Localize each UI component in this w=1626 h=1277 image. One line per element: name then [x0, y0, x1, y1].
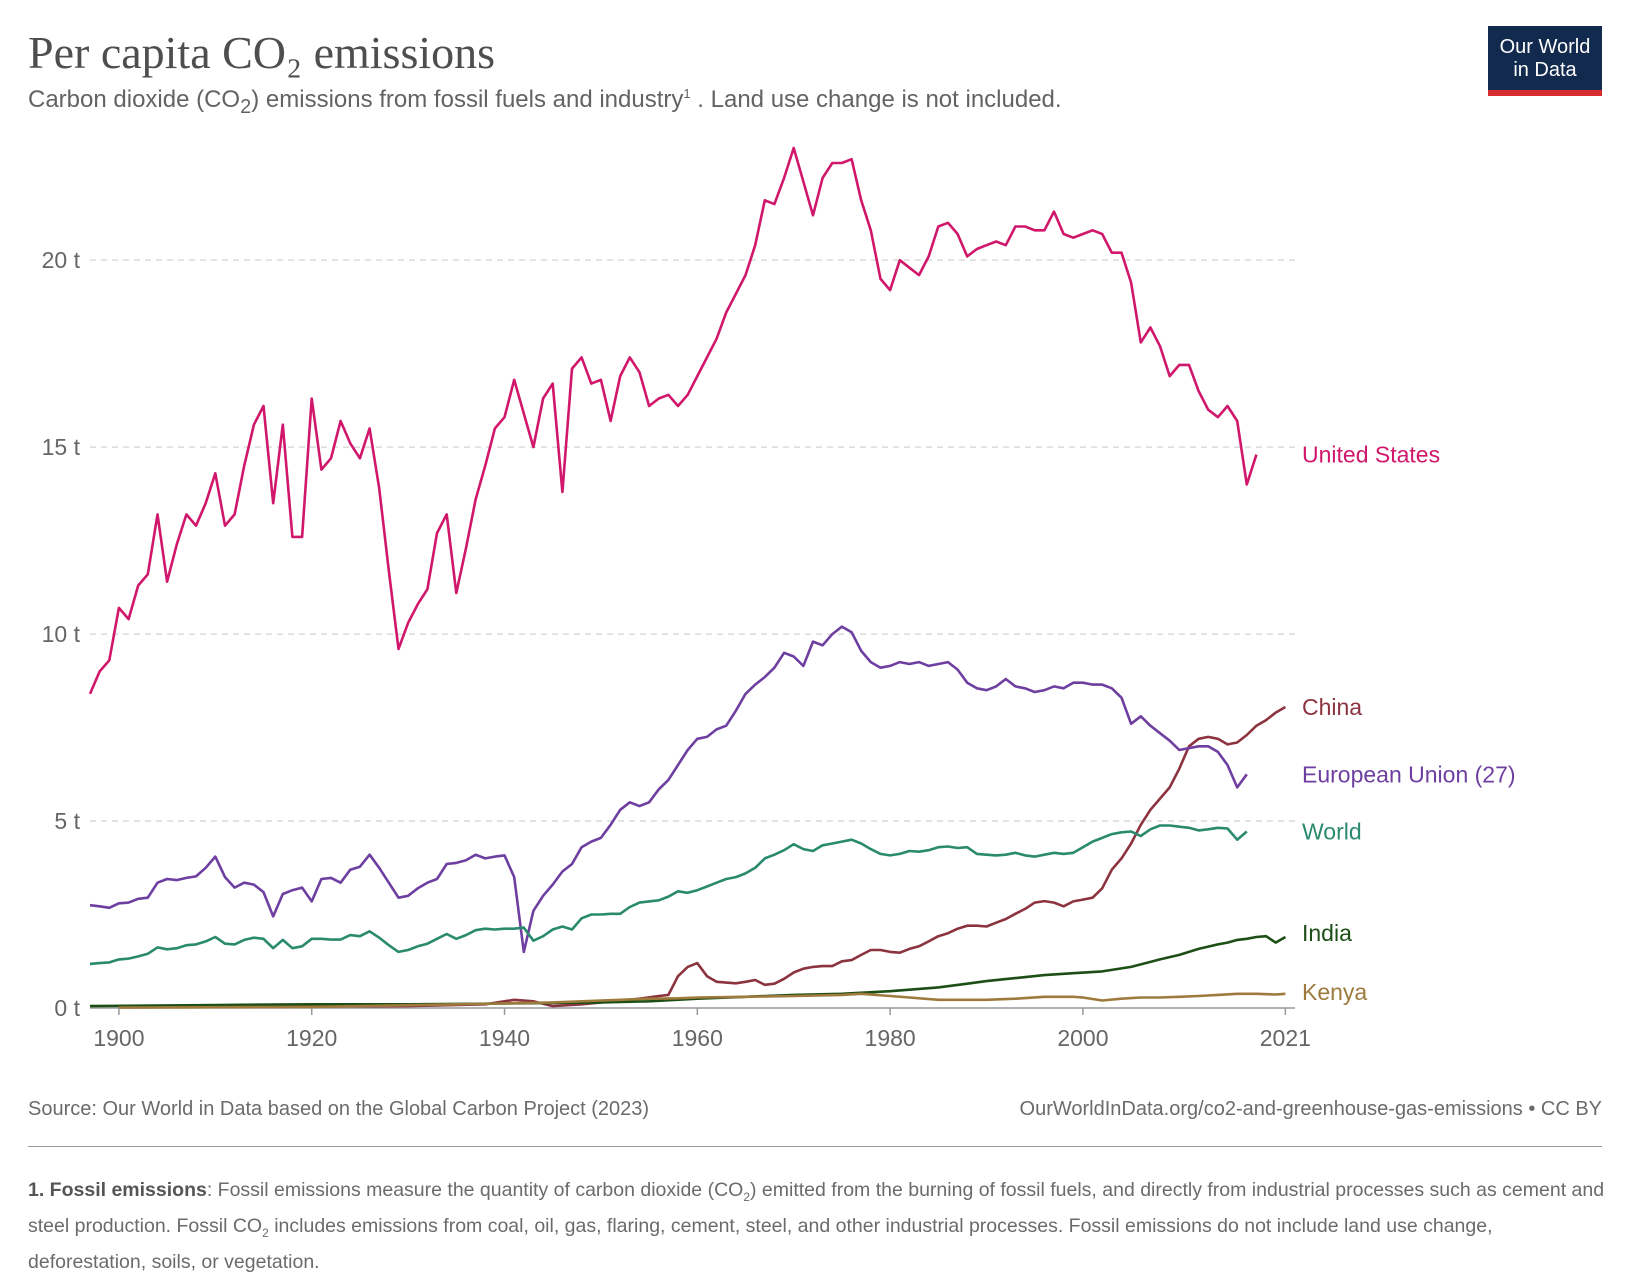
chart-subtitle: Carbon dioxide (CO2) emissions from foss… [28, 86, 1062, 118]
chart-title: Per capita CO₂ emissions [28, 27, 496, 78]
x-tick-label: 1960 [672, 1025, 723, 1051]
y-tick-label: 10 t [42, 621, 81, 647]
y-axis-ticks: 0 t 5 t 10 t 15 t 20 t [42, 247, 81, 1021]
series-line-india[interactable] [89, 934, 1287, 1008]
x-tick-label: 1980 [865, 1025, 916, 1051]
x-tick-label: 1900 [93, 1025, 144, 1051]
owid-logo[interactable]: Our World in Data [1488, 26, 1602, 96]
footnote: 1. Fossil emissions: Fossil emissions me… [28, 1179, 1605, 1273]
series-line-world[interactable] [89, 824, 1248, 966]
x-tick-label: 1940 [479, 1025, 530, 1051]
series-label-china[interactable]: China [1302, 694, 1362, 720]
x-tick-label: 2021 [1260, 1025, 1311, 1051]
series-label-world[interactable]: World [1302, 819, 1362, 845]
source-link[interactable]: OurWorldInData.org/co2-and-greenhouse-ga… [1019, 1098, 1602, 1120]
series-label-european-union-27[interactable]: European Union (27) [1302, 761, 1516, 787]
y-tick-label: 15 t [42, 434, 81, 460]
series-line-european-union-27[interactable] [89, 625, 1248, 954]
x-axis: 1900 1920 1940 1960 1980 2000 2021 [90, 1007, 1311, 1051]
x-tick-label: 2000 [1057, 1025, 1108, 1051]
y-tick-label: 20 t [42, 247, 81, 273]
source-text: Source: Our World in Data based on the G… [28, 1098, 650, 1120]
line-chart: 0 t 5 t 10 t 15 t 20 t 1900 1920 1940 1960 1980 2… [42, 146, 1516, 1051]
series-label-india[interactable]: India [1302, 920, 1352, 946]
series-lines [88, 146, 1287, 1009]
series-line-china[interactable] [118, 705, 1287, 1009]
x-tick-label: 1920 [286, 1025, 337, 1051]
y-tick-label: 0 t [54, 995, 80, 1021]
series-label-kenya[interactable]: Kenya [1302, 979, 1367, 1005]
series-line-kenya[interactable] [118, 992, 1286, 1009]
divider [28, 1146, 1602, 1147]
series-label-united-states[interactable]: United States [1302, 442, 1440, 468]
series-labels: United States China European Union (27) Wor… [1302, 442, 1516, 1005]
grid-lines [90, 259, 1295, 822]
series-line-united-states[interactable] [88, 146, 1258, 695]
y-tick-label: 5 t [54, 808, 80, 834]
